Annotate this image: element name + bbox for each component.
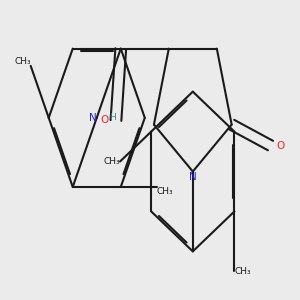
- Text: N: N: [189, 172, 197, 182]
- Text: CH₃: CH₃: [234, 267, 251, 276]
- Text: CH₃: CH₃: [14, 57, 31, 66]
- Text: O: O: [276, 141, 284, 151]
- Text: O: O: [100, 116, 109, 125]
- Text: CH₃: CH₃: [103, 157, 120, 166]
- Text: CH₃: CH₃: [157, 187, 173, 196]
- Text: H: H: [109, 113, 116, 122]
- Text: N: N: [89, 113, 97, 123]
